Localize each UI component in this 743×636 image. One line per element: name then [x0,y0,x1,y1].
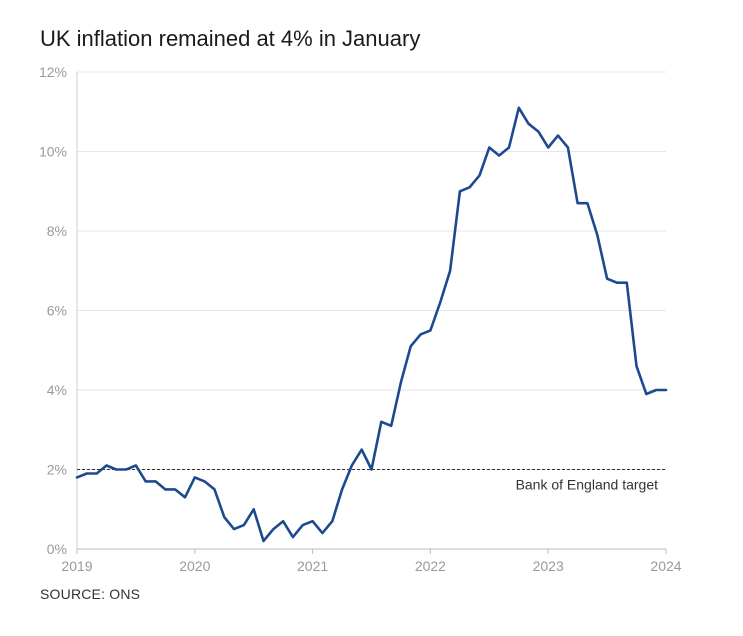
y-tick-label: 8% [47,223,67,239]
x-tick-label: 2023 [533,558,564,574]
x-tick-label: 2021 [297,558,328,574]
y-tick-labels: 0% 2% 4% 6% 8% 10% 12% [39,64,67,557]
y-tick-label: 0% [47,541,67,557]
y-tick-label: 10% [39,144,67,160]
y-tick-label: 12% [39,64,67,80]
x-tick-label: 2019 [61,558,92,574]
bank-of-england-target-label: Bank of England target [516,477,659,493]
x-tick-label: 2022 [415,558,446,574]
y-tick-label: 4% [47,382,67,398]
series-line-0 [75,106,668,543]
series-group [75,106,668,543]
gridlines [77,71,666,470]
chart-title: UK inflation remained at 4% in January [40,26,421,51]
y-tick-label: 2% [47,462,67,478]
x-tick-label: 2020 [179,558,210,574]
y-tick-label: 6% [47,303,67,319]
reference-line-group: Bank of England target [77,469,666,493]
x-tick-label: 2024 [650,558,681,574]
source-note: SOURCE: ONS [40,586,141,602]
x-tick-labels: 2019 2020 2021 2022 2023 2024 [61,549,682,574]
